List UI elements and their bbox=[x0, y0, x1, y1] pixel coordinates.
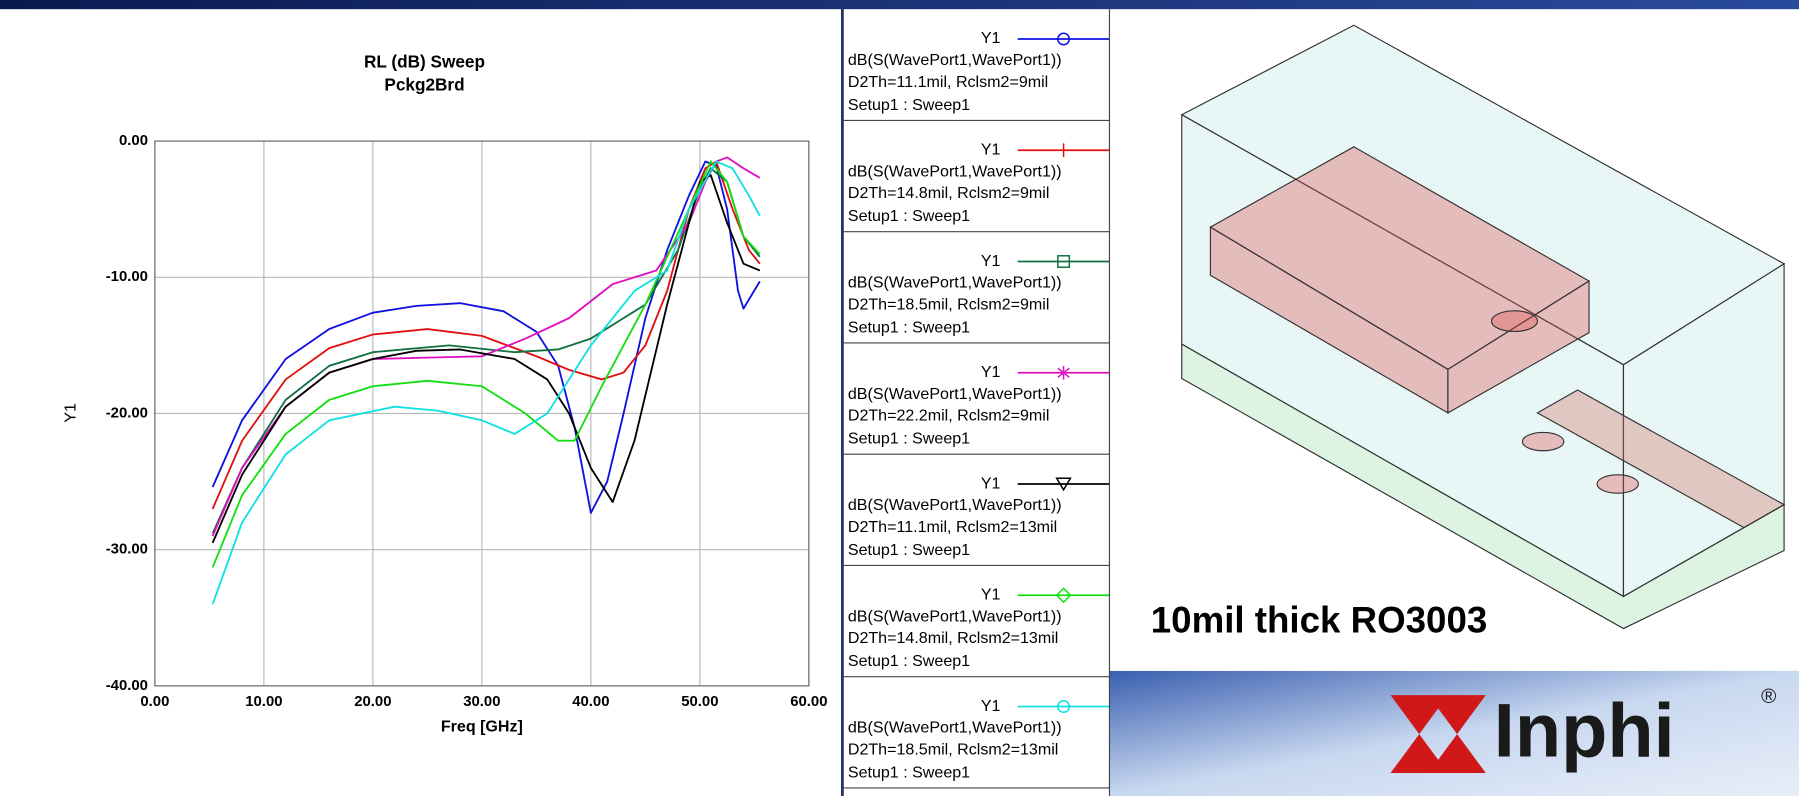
legend-setup: Setup1 : Sweep1 bbox=[848, 541, 970, 559]
x-tick-label: 0.00 bbox=[140, 694, 169, 710]
y-axis-label: Y1 bbox=[61, 403, 79, 423]
y-tick-label: -10.00 bbox=[106, 269, 148, 285]
legend-params: D2Th=18.5mil, Rclsm2=13mil bbox=[848, 740, 1059, 758]
legend-setup: Setup1 : Sweep1 bbox=[848, 763, 970, 781]
legend-params: D2Th=22.2mil, Rclsm2=9mil bbox=[848, 407, 1050, 425]
logo-text: Inphi bbox=[1494, 688, 1675, 773]
legend-params: D2Th=14.8mil, Rclsm2=13mil bbox=[848, 629, 1059, 647]
x-tick-label: 60.00 bbox=[790, 694, 827, 710]
legend-expression: dB(S(WavePort1,WavePort1)) bbox=[848, 719, 1062, 737]
x-tick-label: 20.00 bbox=[354, 694, 391, 710]
legend-params: D2Th=11.1mil, Rclsm2=9mil bbox=[848, 73, 1048, 91]
chart-title: RL (dB) Sweep bbox=[364, 52, 485, 72]
legend-expression: dB(S(WavePort1,WavePort1)) bbox=[848, 51, 1062, 69]
legend-params: D2Th=18.5mil, Rclsm2=9mil bbox=[848, 295, 1050, 313]
legend-setup: Setup1 : Sweep1 bbox=[848, 96, 970, 114]
legend-name: Y1 bbox=[981, 474, 1001, 492]
legend-setup: Setup1 : Sweep1 bbox=[848, 430, 970, 448]
x-axis-label: Freq [GHz] bbox=[441, 717, 523, 735]
legend-expression: dB(S(WavePort1,WavePort1)) bbox=[848, 274, 1062, 292]
screen: 10mil thick RO3003 Inphi ® RL (dB) Sweep… bbox=[0, 0, 1799, 796]
legend-setup: Setup1 : Sweep1 bbox=[848, 207, 970, 225]
legend-expression: dB(S(WavePort1,WavePort1)) bbox=[848, 162, 1062, 180]
legend-name: Y1 bbox=[981, 697, 1001, 715]
legend-setup: Setup1 : Sweep1 bbox=[848, 318, 970, 336]
y-tick-label: -30.00 bbox=[106, 542, 148, 558]
caption: 10mil thick RO3003 bbox=[1151, 599, 1488, 640]
legend-name: Y1 bbox=[981, 586, 1001, 604]
x-tick-label: 10.00 bbox=[245, 694, 282, 710]
logo-mark: ® bbox=[1761, 685, 1776, 708]
legend-name: Y1 bbox=[981, 363, 1001, 381]
legend-expression: dB(S(WavePort1,WavePort1)) bbox=[848, 496, 1062, 514]
legend-params: D2Th=11.1mil, Rclsm2=13mil bbox=[848, 518, 1057, 536]
logo-panel bbox=[1109, 671, 1799, 796]
x-tick-label: 50.00 bbox=[681, 694, 718, 710]
x-tick-label: 30.00 bbox=[463, 694, 500, 710]
x-tick-label: 40.00 bbox=[572, 694, 609, 710]
legend-name: Y1 bbox=[981, 141, 1001, 159]
y-tick-label: -40.00 bbox=[106, 678, 148, 694]
legend-params: D2Th=14.8mil, Rclsm2=9mil bbox=[848, 184, 1050, 202]
page: {"chart_data":{"type":"line","title":"RL… bbox=[0, 0, 1799, 796]
chart-subtitle: Pckg2Brd bbox=[384, 75, 464, 95]
legend-setup: Setup1 : Sweep1 bbox=[848, 652, 970, 670]
legend-name: Y1 bbox=[981, 29, 1001, 47]
legend-name: Y1 bbox=[981, 252, 1001, 270]
legend-expression: dB(S(WavePort1,WavePort1)) bbox=[848, 607, 1062, 625]
legend-expression: dB(S(WavePort1,WavePort1)) bbox=[848, 385, 1062, 403]
y-tick-label: -20.00 bbox=[106, 405, 148, 421]
y-tick-label: 0.00 bbox=[119, 133, 148, 149]
